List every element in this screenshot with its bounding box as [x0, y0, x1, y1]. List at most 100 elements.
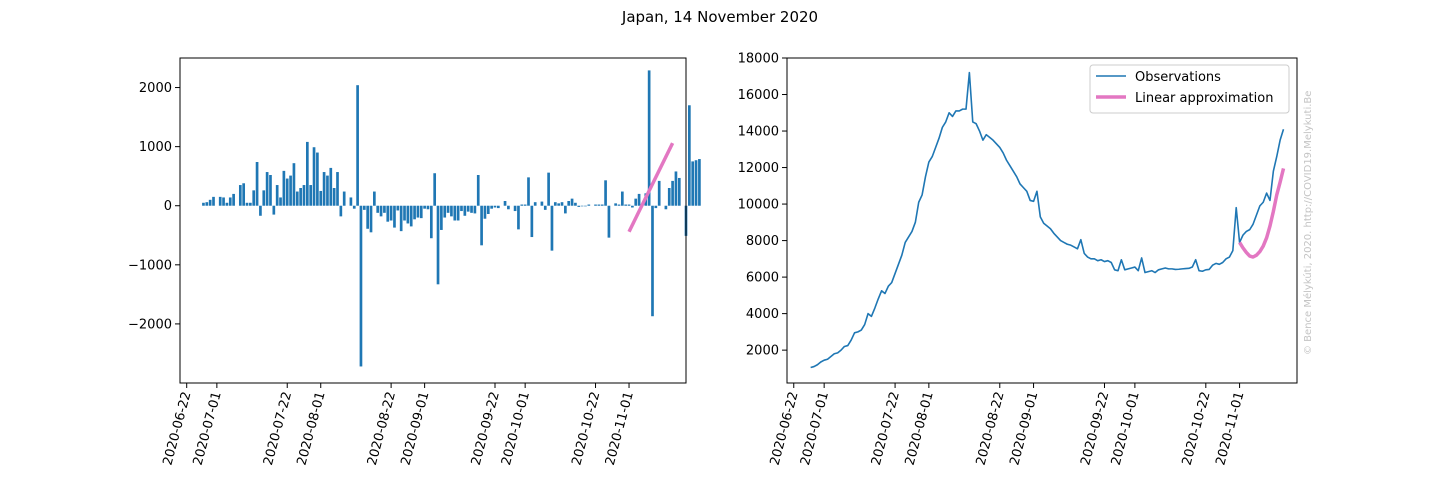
bar [262, 190, 266, 206]
legend-linear-approximation-label: Linear approximation [1135, 91, 1273, 106]
y-tick-label: 6000 [746, 271, 779, 286]
bar [507, 205, 510, 210]
bar [698, 159, 701, 206]
bar [453, 205, 457, 221]
bar [423, 205, 426, 209]
bar [657, 180, 661, 206]
bar [443, 205, 447, 218]
bar [376, 205, 380, 213]
bar [289, 175, 292, 206]
line-series [810, 71, 1286, 369]
x-tick-label: 2020-08-01 [903, 390, 937, 467]
bar [486, 205, 490, 214]
bar [667, 188, 671, 206]
bar [533, 202, 537, 206]
bar [677, 177, 681, 206]
watermark: © Bence Mélykúti, 2020. http://COVID19.M… [1302, 91, 1314, 355]
legend: Observations Linear approximation [1089, 64, 1290, 114]
bar [409, 205, 413, 227]
bar [259, 205, 262, 216]
linear-approximation-line [627, 142, 675, 233]
x-tick-label: 2020-10-01 [1109, 390, 1143, 467]
legend-observations-label: Observations [1135, 70, 1221, 85]
x-tick-label: 2020-11-01 [1213, 390, 1247, 467]
bar [594, 204, 597, 206]
bar [647, 70, 651, 206]
x-tick-label: 2020-11-01 [603, 390, 637, 467]
x-tick-label: 2020-08-22 [974, 390, 1008, 467]
x-tick-label: 2020-10-22 [1180, 390, 1214, 467]
x-tick-label: 2020-07-01 [191, 390, 225, 467]
bar [560, 202, 564, 206]
y-tick-label: −2000 [128, 317, 172, 332]
y-tick-label: 18000 [738, 52, 779, 67]
bar [600, 204, 604, 206]
bar [232, 193, 235, 206]
bar [292, 163, 296, 206]
bar [225, 202, 229, 206]
bar [255, 162, 259, 206]
bar [242, 183, 246, 206]
bar [456, 205, 460, 221]
x-tick-label: 2020-09-22 [1078, 390, 1112, 467]
bar [620, 191, 624, 206]
bar [627, 204, 631, 206]
bar [604, 180, 607, 206]
bar [396, 205, 400, 211]
left-y-axis: −2000 −1000 0 1000 2000 [128, 81, 180, 332]
bar [332, 188, 336, 206]
bar [349, 197, 353, 206]
y-tick-label: 8000 [746, 234, 779, 249]
bar [413, 205, 416, 220]
bar [470, 205, 473, 213]
y-tick-label: 10000 [738, 198, 779, 213]
bar [322, 172, 326, 206]
bar [440, 205, 443, 230]
x-tick-label: 2020-06-22 [161, 390, 195, 467]
bar [359, 205, 363, 367]
bar [379, 205, 383, 217]
bar [249, 202, 252, 206]
bar-series [202, 70, 701, 367]
x-tick-label: 2020-07-01 [798, 390, 832, 467]
bar [433, 173, 437, 206]
bar [342, 191, 346, 206]
x-tick-label: 2020-09-01 [398, 390, 432, 467]
bar [426, 205, 430, 210]
bar [403, 205, 406, 221]
daily-change-bar-chart: −2000 −1000 0 1000 2000 2020-06-222020-07-01… [128, 57, 701, 467]
y-tick-label: 4000 [746, 307, 779, 322]
bar [577, 205, 581, 207]
bar [252, 190, 256, 206]
bar [309, 185, 313, 206]
bar [483, 205, 487, 219]
bar [312, 147, 316, 206]
bar [517, 205, 520, 230]
bar [212, 196, 215, 206]
bar [564, 205, 567, 214]
bar [326, 175, 329, 206]
bar [228, 197, 232, 206]
linear-approximation-curve [1238, 168, 1286, 259]
bar [607, 205, 611, 238]
bar [329, 167, 333, 206]
bar [265, 172, 269, 206]
bar [272, 205, 276, 215]
bar [429, 205, 433, 239]
bar [574, 202, 577, 206]
bar [393, 205, 396, 228]
bar [473, 205, 477, 214]
bar [419, 205, 423, 219]
x-tick-label: 2020-07-22 [869, 390, 903, 467]
bar [373, 191, 376, 206]
y-tick-label: 2000 [746, 344, 779, 359]
bar [567, 201, 571, 206]
x-tick-label: 2020-08-01 [295, 390, 329, 467]
bar [205, 202, 209, 206]
bar [597, 204, 601, 206]
y-tick-label: 16000 [738, 88, 779, 103]
bar [543, 205, 547, 210]
